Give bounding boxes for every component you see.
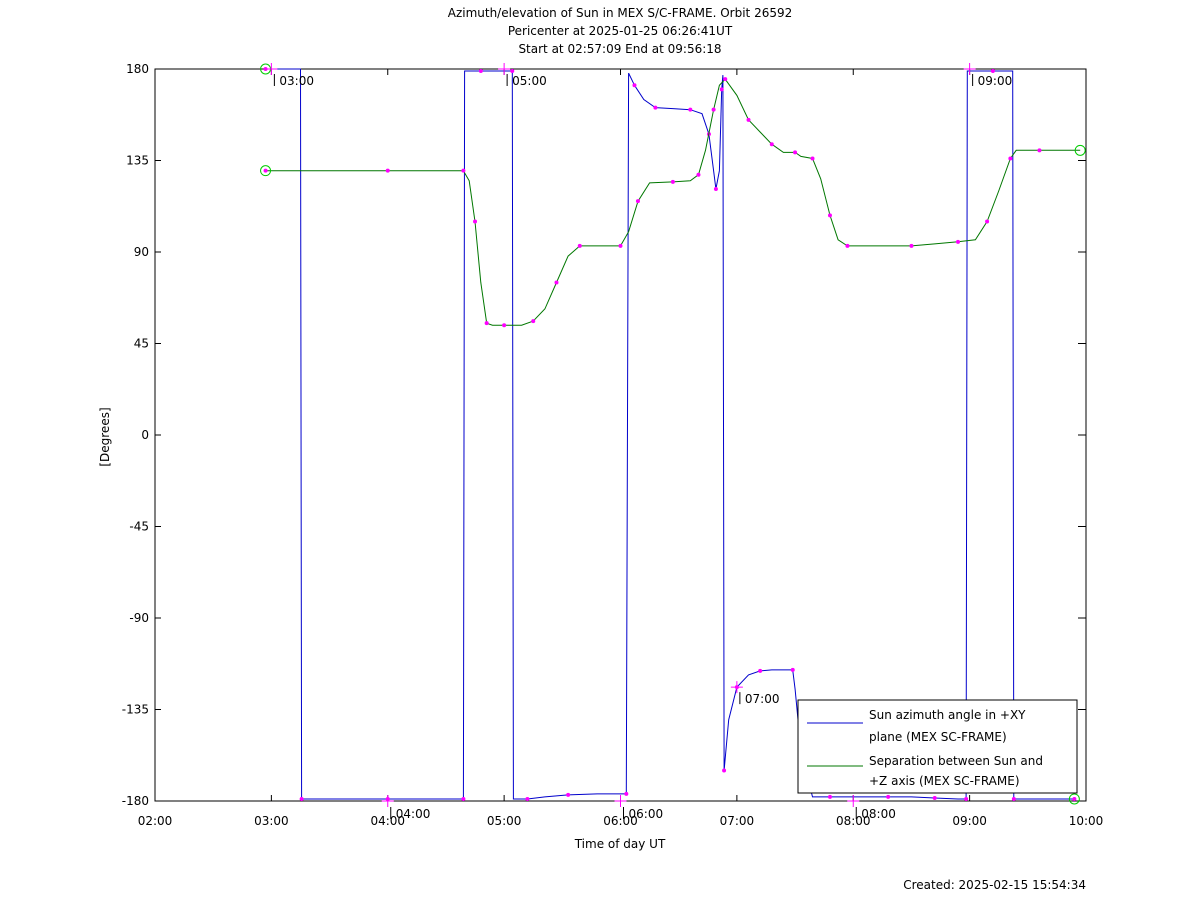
- x-tick-label: 05:00: [487, 814, 522, 828]
- series-1-sample-point: [746, 117, 751, 122]
- series-0-end-marker: [1068, 793, 1080, 805]
- chart-title-line-3: Start at 02:57:09 End at 09:56:18: [518, 42, 721, 56]
- y-tick-label: -180: [122, 794, 149, 808]
- series-0-sample-point: [688, 107, 693, 112]
- plot-frame: [154, 68, 1087, 802]
- created-footer: Created: 2025-02-15 15:54:34: [903, 878, 1086, 892]
- legend: Sun azimuth angle in +XY plane (MEX SC-F…: [797, 699, 1078, 794]
- legend-label-separation-line-1: Separation between Sun and: [869, 754, 1043, 768]
- x-axis-label: Time of day UT: [574, 837, 666, 851]
- series-line-0: [265, 68, 1075, 800]
- series-1-sample-point: [554, 280, 559, 285]
- series-0-sample-point: [722, 768, 727, 773]
- x-tick-label: 10:00: [1069, 814, 1104, 828]
- x-tick-label: 07:00: [720, 814, 755, 828]
- series-1-sample-point: [502, 323, 507, 328]
- series-1-sample-point: [696, 172, 701, 177]
- series-1-sample-point: [531, 319, 536, 324]
- markers-layer: 03:00 04:00 05:00 06:00 07:00 08:00 09:00: [265, 63, 1012, 821]
- series-0-sample-point: [886, 794, 891, 799]
- series-0-sample-point: [632, 83, 637, 88]
- axis-ticks: 02:00 03:00 04:00 05:00 06:00 07:00 08:00 09:00…: [122, 62, 1104, 828]
- legend-label-azimuth-line-2: plane (MEX SC-FRAME): [869, 730, 1007, 744]
- y-tick-label: 135: [126, 154, 149, 168]
- series-1-sample-point: [793, 150, 798, 155]
- series-1-sample-point: [827, 213, 832, 218]
- series-0-sample-point: [525, 796, 530, 801]
- legend-box: [797, 699, 1078, 794]
- series-0-sample-point: [790, 667, 795, 672]
- series-0-sample-point: [719, 87, 724, 92]
- series-1-sample-point: [955, 239, 960, 244]
- series-1-sample-point: [810, 156, 815, 161]
- series-0-sample-point: [990, 69, 995, 74]
- series-1-sample-point: [723, 77, 728, 82]
- hour-marker-label: 03:00: [279, 74, 314, 88]
- x-tick-label: 04:00: [370, 814, 405, 828]
- series-0-sample-point: [827, 794, 832, 799]
- series-0-sample-point: [510, 69, 515, 74]
- series-0-sample-point: [624, 791, 629, 796]
- series-layer: [260, 63, 1086, 805]
- hour-marker-label: 06:00: [629, 807, 664, 821]
- series-1-start-marker: [260, 165, 272, 177]
- series-0-sample-point: [964, 796, 969, 801]
- x-tick-label: 02:00: [138, 814, 173, 828]
- series-1-sample-point: [263, 168, 268, 173]
- series-1-sample-point: [577, 243, 582, 248]
- series-1-sample-point: [909, 243, 914, 248]
- series-1-sample-point: [711, 107, 716, 112]
- series-1-sample-point: [985, 219, 990, 224]
- hour-marker-label: 04:00: [396, 807, 431, 821]
- x-tick-label: 08:00: [836, 814, 871, 828]
- series-0-sample-point: [566, 792, 571, 797]
- series-0-sample-point: [478, 69, 483, 74]
- series-0-sample-point: [1011, 796, 1016, 801]
- hour-marker-label: 07:00: [745, 692, 780, 706]
- chart-title-line-1: Azimuth/elevation of Sun in MEX S/C-FRAM…: [448, 6, 793, 20]
- series-0-sample-point: [758, 668, 763, 673]
- y-axis-label: [Degrees]: [98, 407, 112, 466]
- series-1-sample-point: [1008, 156, 1013, 161]
- series-1-sample-point: [845, 243, 850, 248]
- series-1-sample-point: [473, 219, 478, 224]
- y-tick-label: 90: [134, 245, 149, 259]
- series-0-sample-point: [1072, 796, 1077, 801]
- y-tick-label: -135: [122, 703, 149, 717]
- x-tick-label: 06:00: [603, 814, 638, 828]
- x-tick-label: 09:00: [952, 814, 987, 828]
- x-tick-label: 03:00: [254, 814, 289, 828]
- legend-label-separation-line-2: +Z axis (MEX SC-FRAME): [869, 774, 1020, 788]
- series-1-sample-point: [1037, 148, 1042, 153]
- hour-marker-label: 08:00: [861, 807, 896, 821]
- series-0-sample-point: [299, 796, 304, 801]
- series-1-sample-point: [635, 199, 640, 204]
- hour-marker-label: 05:00: [512, 74, 547, 88]
- series-1-sample-point: [618, 243, 623, 248]
- y-tick-label: -90: [129, 611, 149, 625]
- y-tick-label: 180: [126, 62, 149, 76]
- series-0-sample-point: [713, 186, 718, 191]
- series-0-sample-point: [461, 796, 466, 801]
- series-1-sample-point: [670, 179, 675, 184]
- series-0-sample-point: [932, 795, 937, 800]
- hour-marker-label: 09:00: [978, 74, 1013, 88]
- series-line-1: [265, 78, 1081, 326]
- series-1-sample-point: [484, 321, 489, 326]
- series-1-sample-point: [769, 142, 774, 147]
- series-1-end-marker: [1074, 144, 1086, 156]
- y-tick-label: 0: [141, 428, 149, 442]
- y-tick-label: -45: [129, 520, 149, 534]
- chart-title-line-2: Pericenter at 2025-01-25 06:26:41UT: [508, 24, 733, 38]
- series-1-sample-point: [385, 168, 390, 173]
- legend-label-azimuth-line-1: Sun azimuth angle in +XY: [869, 708, 1026, 722]
- y-tick-label: 45: [134, 337, 149, 351]
- series-0-sample-point: [653, 105, 658, 110]
- series-1-sample-point: [461, 168, 466, 173]
